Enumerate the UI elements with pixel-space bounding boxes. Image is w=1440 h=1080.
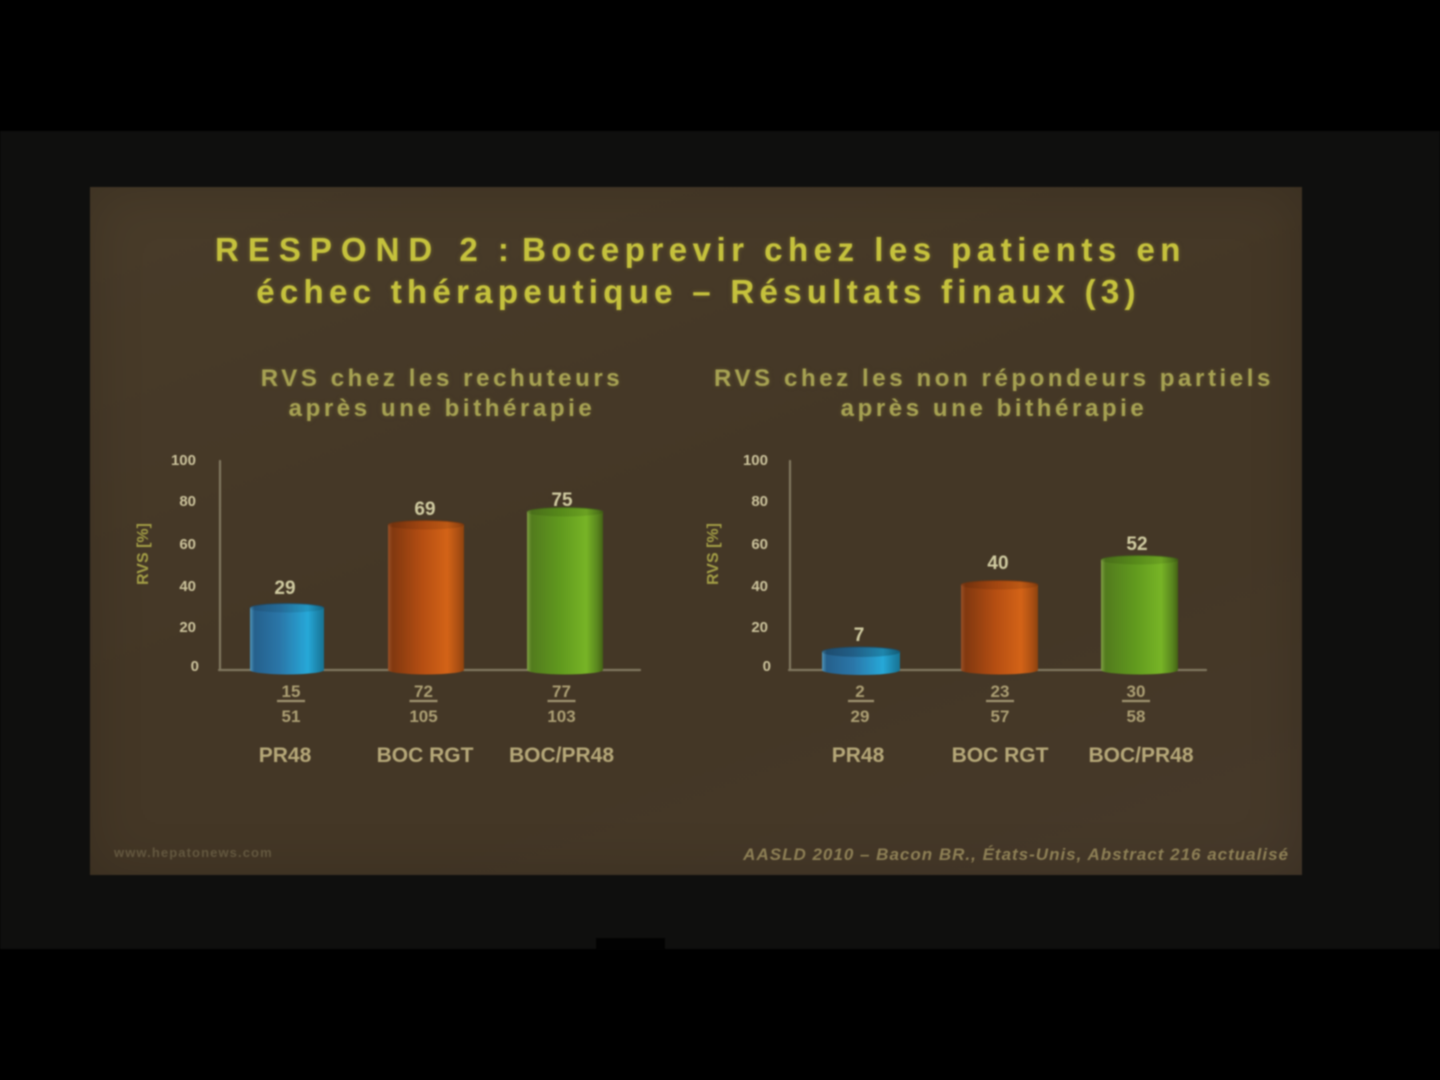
svg-text:7: 7 [854, 625, 865, 646]
svg-text:RVS [%]: RVS [%] [705, 523, 722, 585]
svg-text:60: 60 [179, 536, 196, 553]
svg-text:77: 77 [552, 682, 571, 701]
svg-text:100: 100 [743, 452, 768, 469]
svg-text:20: 20 [179, 619, 196, 636]
svg-text:60: 60 [751, 536, 768, 553]
svg-text:105: 105 [409, 707, 437, 726]
svg-text:PR48: PR48 [259, 744, 312, 767]
svg-text:52: 52 [1126, 534, 1147, 555]
svg-text:0: 0 [191, 658, 199, 675]
svg-text:103: 103 [547, 707, 575, 726]
svg-text:PR48: PR48 [832, 744, 885, 767]
svg-text:40: 40 [179, 578, 196, 595]
svg-text:29: 29 [274, 578, 295, 599]
svg-text:BOC RGT: BOC RGT [952, 744, 1049, 767]
svg-text:80: 80 [179, 493, 196, 510]
svg-text:51: 51 [282, 707, 301, 726]
svg-text:72: 72 [414, 682, 433, 701]
svg-text:BOC/PR48: BOC/PR48 [1088, 744, 1193, 767]
svg-text:40: 40 [987, 553, 1008, 574]
svg-text:75: 75 [551, 490, 573, 511]
svg-text:40: 40 [751, 578, 768, 595]
svg-text:23: 23 [991, 682, 1010, 701]
svg-text:58: 58 [1127, 707, 1146, 726]
svg-text:2: 2 [855, 682, 864, 701]
svg-text:20: 20 [751, 619, 768, 636]
svg-text:57: 57 [991, 707, 1010, 726]
svg-text:0: 0 [763, 658, 771, 675]
svg-text:BOC/PR48: BOC/PR48 [509, 744, 614, 767]
svg-text:69: 69 [414, 499, 435, 520]
svg-text:29: 29 [851, 707, 870, 726]
svg-text:80: 80 [751, 493, 768, 510]
svg-text:30: 30 [1127, 682, 1146, 701]
svg-text:BOC RGT: BOC RGT [377, 744, 474, 767]
svg-text:15: 15 [282, 682, 301, 701]
svg-text:RVS [%]: RVS [%] [135, 523, 152, 585]
svg-text:100: 100 [171, 452, 196, 469]
